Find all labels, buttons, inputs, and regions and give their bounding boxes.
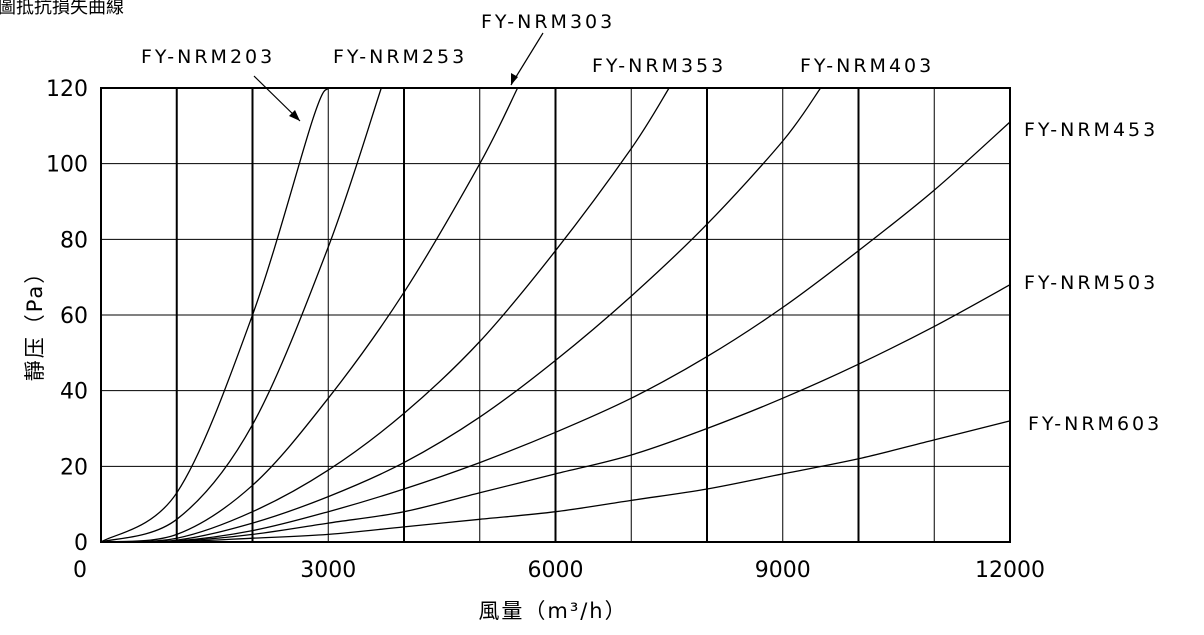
- series-line-fy-nrm403: [100, 87, 822, 543]
- series-label-fy-nrm503: FY-NRM503: [1024, 272, 1158, 294]
- grid-layer: [100, 87, 1011, 543]
- y-tick-label: 60: [60, 304, 88, 329]
- series-line-fy-nrm453: [100, 121, 1011, 543]
- series-label-fy-nrm453: FY-NRM453: [1024, 119, 1158, 141]
- series-line-fy-nrm203: [100, 87, 329, 543]
- series-label-fy-nrm353: FY-NRM353: [592, 55, 726, 77]
- y-tick-label: 80: [60, 228, 88, 253]
- x-tick-label: 9000: [755, 558, 811, 583]
- x-axis-title: 風量（m³/h）: [478, 599, 627, 623]
- chart-title: 圖抵抗損失曲線: [0, 0, 124, 18]
- series-label-fy-nrm403: FY-NRM403: [800, 55, 934, 77]
- callout-arrowhead-fy-nrm303: [511, 73, 518, 85]
- y-tick-labels: 0 20 40 60 80 100 120: [46, 77, 88, 556]
- callout-layer: [253, 32, 544, 122]
- y-tick-label: 120: [46, 77, 88, 102]
- y-tick-label: 0: [74, 531, 88, 556]
- x-tick-label: 3000: [300, 558, 356, 583]
- series-line-fy-nrm603: [100, 420, 1011, 543]
- callout-arrowhead-fy-nrm203: [289, 110, 300, 121]
- plot-frame: [100, 87, 1011, 543]
- x-tick-label: 0: [73, 558, 87, 583]
- series-labels: FY-NRM203 FY-NRM253 FY-NRM303 FY-NRM353 FY-N…: [141, 11, 1162, 435]
- series-line-fy-nrm503: [100, 284, 1011, 543]
- series-line-fy-nrm353: [100, 87, 670, 543]
- series-line-fy-nrm253: [100, 87, 382, 543]
- x-tick-label: 12000: [975, 558, 1045, 583]
- series-label-fy-nrm303: FY-NRM303: [481, 11, 615, 33]
- series-line-fy-nrm303: [100, 87, 519, 543]
- y-tick-label: 100: [46, 153, 88, 178]
- series-label-fy-nrm203: FY-NRM203: [141, 46, 275, 68]
- y-axis-title: 靜压（Pa）: [23, 261, 47, 382]
- series-label-fy-nrm603: FY-NRM603: [1028, 413, 1162, 435]
- series-label-fy-nrm253: FY-NRM253: [333, 46, 467, 68]
- x-tick-label: 6000: [528, 558, 584, 583]
- series-layer: [100, 87, 1011, 543]
- y-tick-label: 20: [60, 455, 88, 480]
- y-tick-label: 40: [60, 380, 88, 405]
- x-tick-labels: 0 3000 6000 9000 12000: [73, 558, 1045, 583]
